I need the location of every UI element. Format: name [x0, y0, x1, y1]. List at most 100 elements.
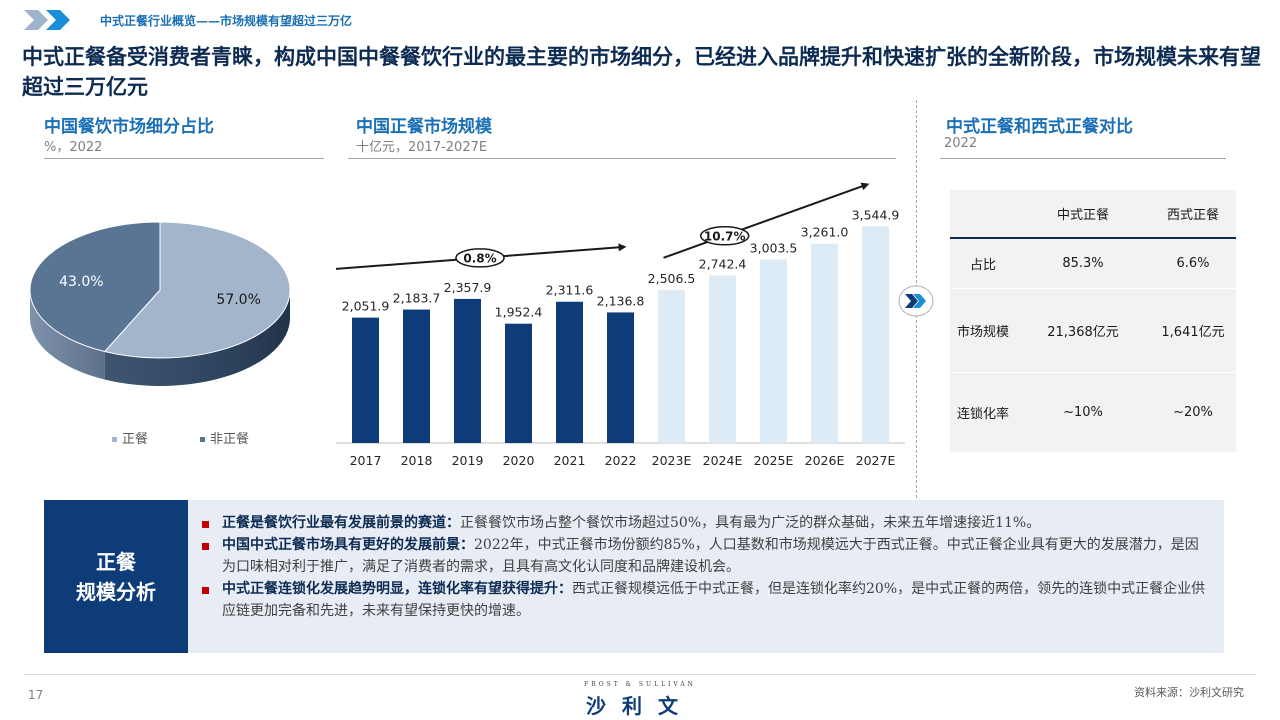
- cell-chinese: 21,368亿元: [1016, 288, 1150, 373]
- analysis-bullet: 中式正餐连锁化发展趋势明显，连锁化率有望获得提升：西式正餐规模远低于中式正餐，但…: [202, 578, 1212, 622]
- bar-value-label: 2,136.8: [597, 293, 645, 308]
- bar-value-label: 2,183.7: [393, 291, 441, 306]
- bar-value-label: 3,261.0: [801, 225, 849, 240]
- analysis-label-line2: 规模分析: [76, 579, 156, 604]
- bar-panel-title: 中国正餐市场规模: [356, 117, 492, 137]
- bar: [811, 243, 838, 443]
- cagr-badge: [699, 226, 750, 246]
- x-tick-label: 2025E: [754, 453, 794, 468]
- cagr-arrow: [663, 182, 870, 259]
- row-label: 占比: [950, 238, 1016, 289]
- x-tick-label: 2027E: [856, 453, 896, 468]
- bar: [607, 312, 634, 443]
- bar: [454, 298, 481, 443]
- cell-chinese: ~10%: [1063, 404, 1103, 420]
- row-label: 连锁化率: [956, 406, 1009, 422]
- analysis-body: 正餐是餐饮行业最有发展前景的赛道：正餐餐饮市场占整个餐饮市场超过50%，具有最为…: [188, 500, 1224, 653]
- bar-value-label: 2,051.9: [342, 299, 390, 314]
- page-title: 中式正餐备受消费者青睐，构成中国中餐餐饮行业的最主要的市场细分，已经进入品牌提升…: [22, 44, 1261, 99]
- table-row: 连锁化率 ~10% ~20%: [950, 372, 1236, 452]
- bar: [862, 226, 889, 443]
- bar-value-label: 2,742.4: [699, 256, 747, 271]
- footer-rule: [24, 674, 1256, 675]
- comparison-table: 中式正餐 西式正餐 占比 85.3% 6.6% 市场规模 21,368亿元 1,…: [950, 190, 1236, 452]
- analysis-label-line1: 正餐: [96, 549, 136, 574]
- x-tick-label: 2024E: [703, 453, 743, 468]
- bar: [556, 301, 583, 443]
- legend-swatch: [112, 437, 117, 442]
- section-label: 中式正餐行业概览——市场规模有望超过三万亿: [100, 14, 353, 28]
- cagr-label: 0.8%: [463, 251, 496, 265]
- bullet-marker: [202, 587, 209, 594]
- logo-wordmark: FROST & SULLIVAN: [584, 681, 696, 688]
- compare-panel-subtitle: 2022: [944, 136, 978, 151]
- analysis-label-box: 正餐 规模分析: [44, 500, 188, 653]
- pie-slice-side: [104, 290, 291, 386]
- x-tick-label: 2019: [452, 453, 484, 468]
- table-header-chinese: 中式正餐: [1016, 190, 1150, 239]
- table-row: 市场规模 21,368亿元 1,641亿元: [950, 288, 1236, 373]
- bullet-text: 2022年，中式正餐市场份额约85%，人口基数和市场规模远大于西式正餐。中式正餐…: [222, 537, 1199, 575]
- bullet-lead: 中国中式正餐市场具有更好的发展前景：: [222, 537, 474, 553]
- pie-value-label: 43.0%: [59, 274, 103, 290]
- market-size-bar-chart: 2,051.9 2017 2,183.7 2018 2,357.9 2019 1,952.4…: [336, 182, 905, 468]
- cell-chinese: 85.3%: [1016, 238, 1150, 289]
- bar-value-label: 2,311.6: [546, 283, 594, 298]
- pie-slice-zhengcan: [103, 221, 291, 359]
- compare-panel-title: 中式正餐和西式正餐对比: [946, 117, 1133, 137]
- cell-western: ~20%: [1173, 404, 1213, 420]
- pie-panel-rule: [44, 158, 324, 159]
- cagr-badge: [455, 248, 505, 268]
- bar-value-label: 2,506.5: [648, 271, 696, 286]
- bullet-lead: 正餐是餐饮行业最有发展前景的赛道：: [222, 515, 460, 531]
- x-tick-label: 2017: [350, 453, 382, 468]
- compare-panel-rule: [940, 158, 1226, 159]
- bullet-text: 西式正餐规模远低于中式正餐，但是连锁化率约20%，是中式正餐的两倍，领先的连锁中…: [222, 581, 1206, 619]
- pie-slice-side: [30, 290, 105, 380]
- x-tick-label: 2018: [401, 453, 433, 468]
- cell-western: 6.6%: [1150, 238, 1236, 289]
- x-tick-label: 2022: [605, 453, 637, 468]
- pie-value-label: 57.0%: [216, 292, 260, 308]
- bar: [403, 309, 430, 443]
- analysis-bullet: 中国中式正餐市场具有更好的发展前景：2022年，中式正餐市场份额约85%，人口基…: [202, 534, 1212, 578]
- pie-legend-item: 正餐: [112, 428, 148, 447]
- bar-value-label: 1,952.4: [495, 305, 543, 320]
- segment-pie-chart: 57.0% 43.0%: [29, 221, 291, 386]
- bar: [760, 259, 787, 443]
- pie-slice-feizhengcan: [29, 221, 161, 353]
- bullet-lead: 中式正餐连锁化发展趋势明显，连锁化率有望获得提升：: [222, 581, 572, 597]
- source-note: 资料来源：沙利文研究: [1134, 686, 1244, 699]
- row-label: 市场规模: [950, 288, 1016, 373]
- pie-legend-item: 非正餐: [200, 428, 249, 447]
- legend-label: 非正餐: [210, 432, 250, 447]
- table-header-western: 西式正餐: [1150, 190, 1236, 239]
- arrow-circle-icon: [898, 285, 934, 317]
- bar: [352, 317, 379, 443]
- cell-western: 1,641亿元: [1150, 288, 1236, 373]
- table-row: 占比 85.3% 6.6%: [950, 238, 1236, 289]
- bar: [658, 289, 685, 443]
- page-number: 17: [28, 688, 44, 702]
- pie-panel-subtitle: %，2022: [44, 140, 103, 155]
- x-tick-label: 2026E: [805, 453, 845, 468]
- logo: 沙利文: [586, 694, 694, 718]
- x-tick-label: 2023E: [652, 453, 692, 468]
- x-tick-label: 2021: [554, 453, 586, 468]
- pie-panel-title: 中国餐饮市场细分占比: [44, 117, 214, 137]
- bar-value-label: 3,003.5: [750, 240, 798, 255]
- table-corner-cell: [950, 190, 1016, 239]
- bar-panel-subtitle: 十亿元，2017-2027E: [356, 140, 488, 155]
- bar-value-label: 2,357.9: [444, 280, 492, 295]
- bar: [505, 323, 532, 443]
- double-chevron-icon: [24, 10, 70, 30]
- analysis-bullet: 正餐是餐饮行业最有发展前景的赛道：正餐餐饮市场占整个餐饮市场超过50%，具有最为…: [202, 512, 1212, 534]
- legend-label: 正餐: [122, 432, 149, 447]
- bar: [709, 275, 736, 443]
- cagr-label: 10.7%: [704, 229, 746, 243]
- table-header-row: 中式正餐 西式正餐: [950, 190, 1236, 239]
- bullet-marker: [202, 521, 209, 528]
- bar-panel-rule: [348, 158, 896, 159]
- x-tick-label: 2020: [503, 453, 535, 468]
- legend-swatch: [200, 437, 205, 442]
